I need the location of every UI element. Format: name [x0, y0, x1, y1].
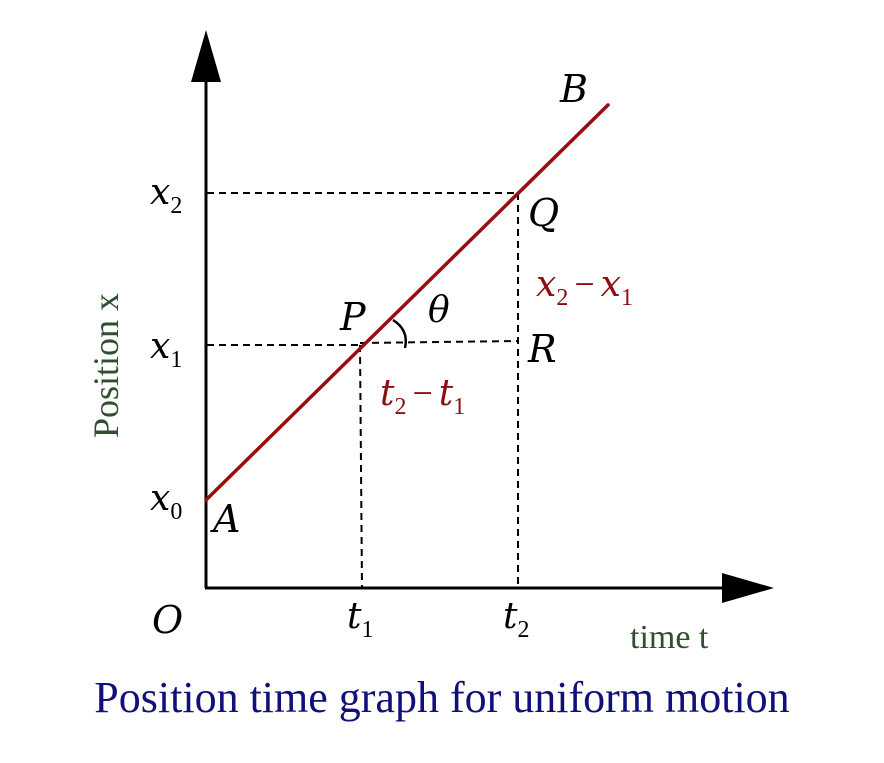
axes [191, 30, 774, 603]
point-p-label: P [339, 295, 367, 339]
pr-guide-line [359, 340, 519, 344]
theta-label: θ [428, 290, 450, 331]
x0-tick-label: x0 [150, 478, 182, 525]
point-b-label: B [559, 67, 588, 111]
x-axis-arrowhead [722, 573, 774, 603]
x2-tick-label: x2 [150, 172, 182, 219]
y-axis-arrowhead [191, 30, 221, 82]
point-q-label: Q [528, 191, 559, 235]
t1-guide-line [359, 344, 363, 589]
t2-tick-label: t2 [503, 596, 529, 643]
delta-t-label: t2− t1 [380, 373, 465, 420]
delta-x-label: x2− x1 [536, 264, 633, 311]
x1-tick-label: x1 [150, 326, 182, 373]
x-axis-title: time t [630, 619, 709, 656]
origin-label: O [152, 598, 183, 642]
guide-lines [207, 192, 519, 589]
t1-tick-label: t1 [347, 596, 373, 643]
point-r-label: R [527, 327, 557, 371]
y-axis-title: Position x [86, 293, 126, 438]
theta-angle-arc [392, 318, 407, 349]
point-a-label: A [210, 497, 240, 541]
motion-line-ab [204, 103, 610, 502]
figure-caption: Position time graph for uniform motion [94, 673, 789, 722]
